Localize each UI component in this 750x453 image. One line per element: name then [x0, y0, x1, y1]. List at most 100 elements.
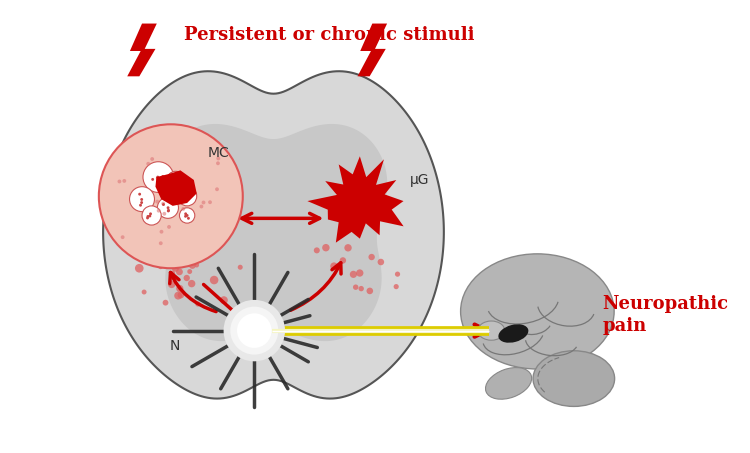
Circle shape [149, 212, 152, 215]
Ellipse shape [533, 351, 614, 406]
Circle shape [186, 214, 188, 217]
Circle shape [146, 217, 149, 219]
Circle shape [356, 270, 364, 277]
Circle shape [163, 212, 166, 216]
Circle shape [99, 124, 243, 268]
Circle shape [195, 301, 200, 307]
Circle shape [395, 271, 400, 277]
Circle shape [216, 157, 220, 160]
Circle shape [238, 265, 243, 270]
Circle shape [146, 162, 150, 166]
Circle shape [158, 197, 178, 218]
Polygon shape [358, 24, 387, 76]
Circle shape [344, 244, 352, 251]
Circle shape [176, 285, 184, 292]
Circle shape [176, 269, 183, 275]
Ellipse shape [499, 324, 529, 343]
Circle shape [121, 235, 124, 239]
Circle shape [138, 193, 141, 196]
Circle shape [210, 276, 218, 284]
Circle shape [172, 180, 176, 183]
Circle shape [220, 296, 228, 304]
Polygon shape [160, 124, 387, 341]
Circle shape [167, 171, 184, 188]
Circle shape [189, 262, 196, 269]
Circle shape [160, 230, 164, 234]
Circle shape [173, 178, 176, 181]
Circle shape [148, 215, 152, 217]
Circle shape [353, 284, 358, 290]
Circle shape [194, 263, 199, 267]
Circle shape [184, 212, 187, 215]
Circle shape [155, 200, 159, 203]
Circle shape [230, 307, 278, 355]
Circle shape [184, 215, 187, 218]
Circle shape [177, 260, 184, 267]
Circle shape [140, 201, 143, 204]
Circle shape [358, 286, 364, 291]
Circle shape [208, 200, 212, 204]
Circle shape [158, 264, 163, 269]
Circle shape [322, 244, 329, 251]
Circle shape [142, 289, 146, 294]
Circle shape [142, 206, 161, 225]
Polygon shape [308, 156, 404, 243]
Circle shape [156, 177, 160, 180]
Circle shape [367, 288, 373, 294]
Text: MC: MC [207, 146, 229, 160]
Circle shape [168, 281, 176, 288]
Circle shape [182, 260, 188, 265]
Ellipse shape [485, 367, 532, 399]
Circle shape [188, 269, 192, 274]
Circle shape [224, 300, 285, 361]
Text: μG: μG [410, 173, 429, 187]
Circle shape [188, 280, 195, 287]
Circle shape [178, 292, 184, 299]
Text: Persistent or chronic stimuli: Persistent or chronic stimuli [184, 26, 475, 44]
Circle shape [161, 175, 164, 178]
Circle shape [163, 178, 166, 182]
Polygon shape [103, 71, 444, 399]
Circle shape [159, 241, 163, 245]
Text: N: N [170, 339, 180, 353]
Circle shape [172, 182, 175, 184]
Circle shape [122, 179, 126, 183]
Circle shape [139, 204, 142, 207]
Polygon shape [128, 24, 157, 76]
Circle shape [186, 194, 189, 198]
Circle shape [187, 198, 189, 200]
Circle shape [377, 259, 384, 265]
Circle shape [174, 177, 177, 180]
Circle shape [200, 205, 203, 208]
Circle shape [150, 157, 154, 161]
Circle shape [166, 206, 170, 209]
Circle shape [143, 162, 174, 193]
Circle shape [157, 209, 160, 212]
Circle shape [184, 275, 190, 281]
Circle shape [167, 225, 171, 229]
Circle shape [182, 207, 185, 211]
Circle shape [140, 198, 143, 201]
Circle shape [152, 178, 154, 181]
Circle shape [202, 201, 206, 204]
Circle shape [130, 187, 154, 212]
Circle shape [314, 247, 320, 253]
Text: Neuropathic
pain: Neuropathic pain [602, 295, 729, 335]
Circle shape [330, 262, 338, 270]
Circle shape [394, 284, 399, 289]
Circle shape [170, 270, 175, 276]
Circle shape [340, 257, 346, 264]
Circle shape [215, 188, 219, 191]
Circle shape [172, 264, 179, 272]
Circle shape [146, 215, 149, 218]
Circle shape [167, 209, 170, 212]
Polygon shape [155, 170, 196, 206]
Circle shape [243, 319, 266, 342]
Circle shape [162, 203, 165, 206]
Circle shape [135, 264, 143, 273]
Circle shape [182, 194, 184, 197]
Circle shape [178, 187, 197, 206]
Circle shape [350, 271, 357, 278]
Ellipse shape [460, 254, 614, 369]
Circle shape [368, 254, 375, 260]
